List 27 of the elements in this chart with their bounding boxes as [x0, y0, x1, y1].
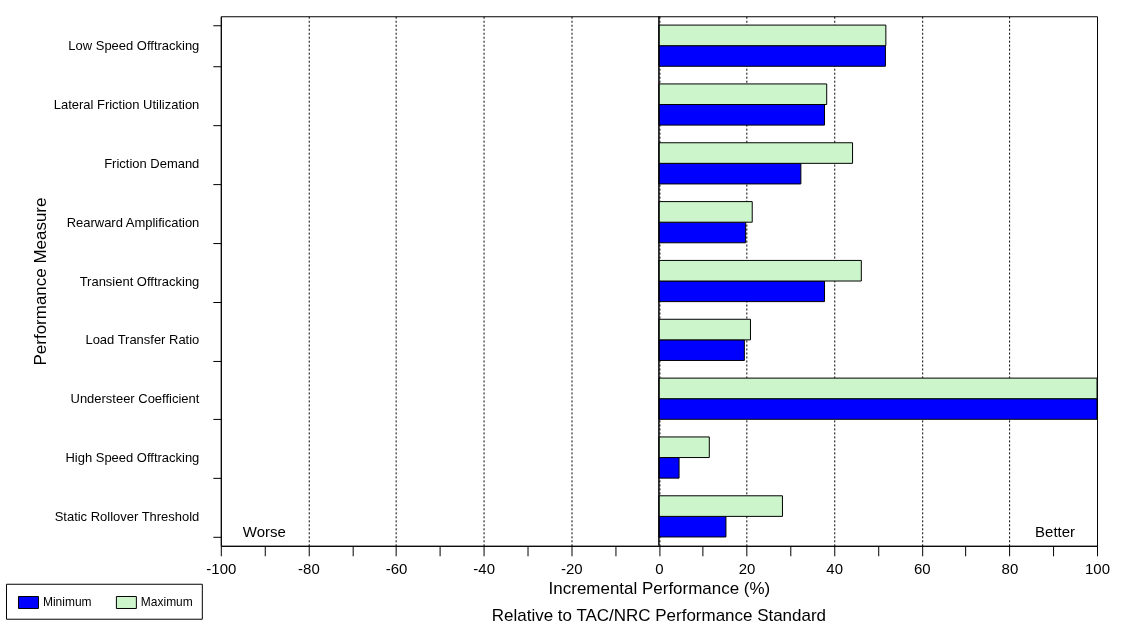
- annotation: Worse: [242, 522, 286, 540]
- x-tick-label: -100: [206, 560, 237, 578]
- x-tick-label: -40: [473, 560, 495, 578]
- x-axis-title: Incremental Performance (%): [548, 579, 771, 599]
- x-tick-label: 100: [1085, 560, 1111, 578]
- x-tick-label: 20: [738, 560, 756, 578]
- legend-label: Maximum: [140, 595, 193, 610]
- y-tick-label: Lateral Friction Utilization: [53, 97, 200, 113]
- annotation: Better: [1035, 522, 1076, 540]
- legend-label: Minimum: [42, 595, 92, 610]
- x-tick-label: 60: [913, 560, 931, 578]
- y-tick-label: Friction Demand: [104, 155, 200, 171]
- y-tick-label: High Speed Offtracking: [65, 450, 200, 466]
- y-tick-label: Low Speed Offtracking: [68, 38, 200, 54]
- text: Relative to TAC/NRC Performance Standard: [491, 605, 826, 625]
- x-tick-label: 40: [826, 560, 843, 578]
- x-tick-label: -20: [560, 560, 583, 578]
- x-tick-label: -80: [298, 560, 320, 578]
- y-axis-title: Performance Measure: [30, 197, 50, 366]
- y-tick-label: Transient Offtracking: [79, 273, 200, 289]
- y-tick-label: Static Rollover Threshold: [54, 508, 200, 524]
- y-tick-label: Understeer Coefficient: [70, 391, 200, 407]
- y-tick-label: Rearward Amplification: [66, 214, 200, 230]
- y-tick-label: Load Transfer Ratio: [85, 332, 200, 348]
- x-tick-label: 80: [1001, 560, 1019, 578]
- x-tick-label: 0: [655, 560, 664, 578]
- x-tick-label: -60: [385, 560, 408, 578]
